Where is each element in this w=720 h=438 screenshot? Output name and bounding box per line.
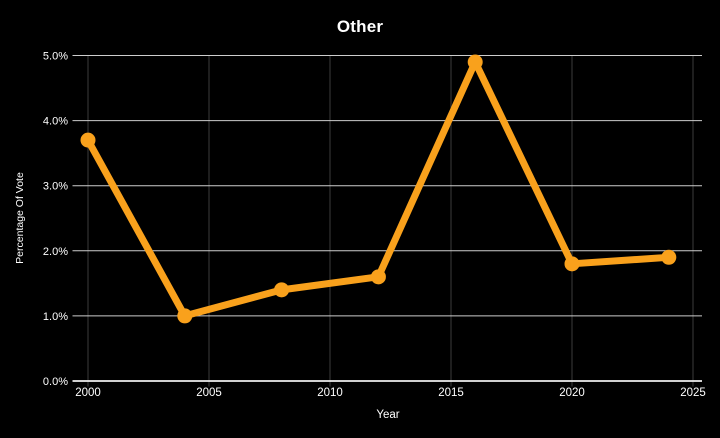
y-tick-label: 0.0%: [43, 376, 68, 388]
x-tick-label: 2025: [680, 387, 706, 399]
y-axis-label: Percentage Of Vote: [14, 172, 26, 264]
data-point: [177, 308, 193, 324]
data-point: [564, 256, 580, 272]
x-tick-label: 2010: [317, 387, 343, 399]
x-tick-label: 2005: [196, 387, 222, 399]
x-axis-label: Year: [376, 409, 400, 421]
y-tick-label: 2.0%: [43, 246, 68, 258]
data-point: [661, 249, 677, 265]
data-point: [274, 282, 290, 298]
chart-title: Other: [336, 17, 384, 36]
x-tick-label: 2000: [75, 387, 101, 399]
y-tick-label: 3.0%: [43, 181, 68, 193]
x-tick-label: 2015: [438, 387, 464, 399]
data-point: [370, 269, 386, 285]
y-tick-label: 5.0%: [43, 51, 68, 63]
y-tick-label: 1.0%: [43, 311, 68, 323]
y-tick-label: 4.0%: [43, 116, 68, 128]
x-tick-label: 2020: [559, 387, 585, 399]
data-point: [467, 54, 483, 70]
data-point: [80, 132, 96, 148]
